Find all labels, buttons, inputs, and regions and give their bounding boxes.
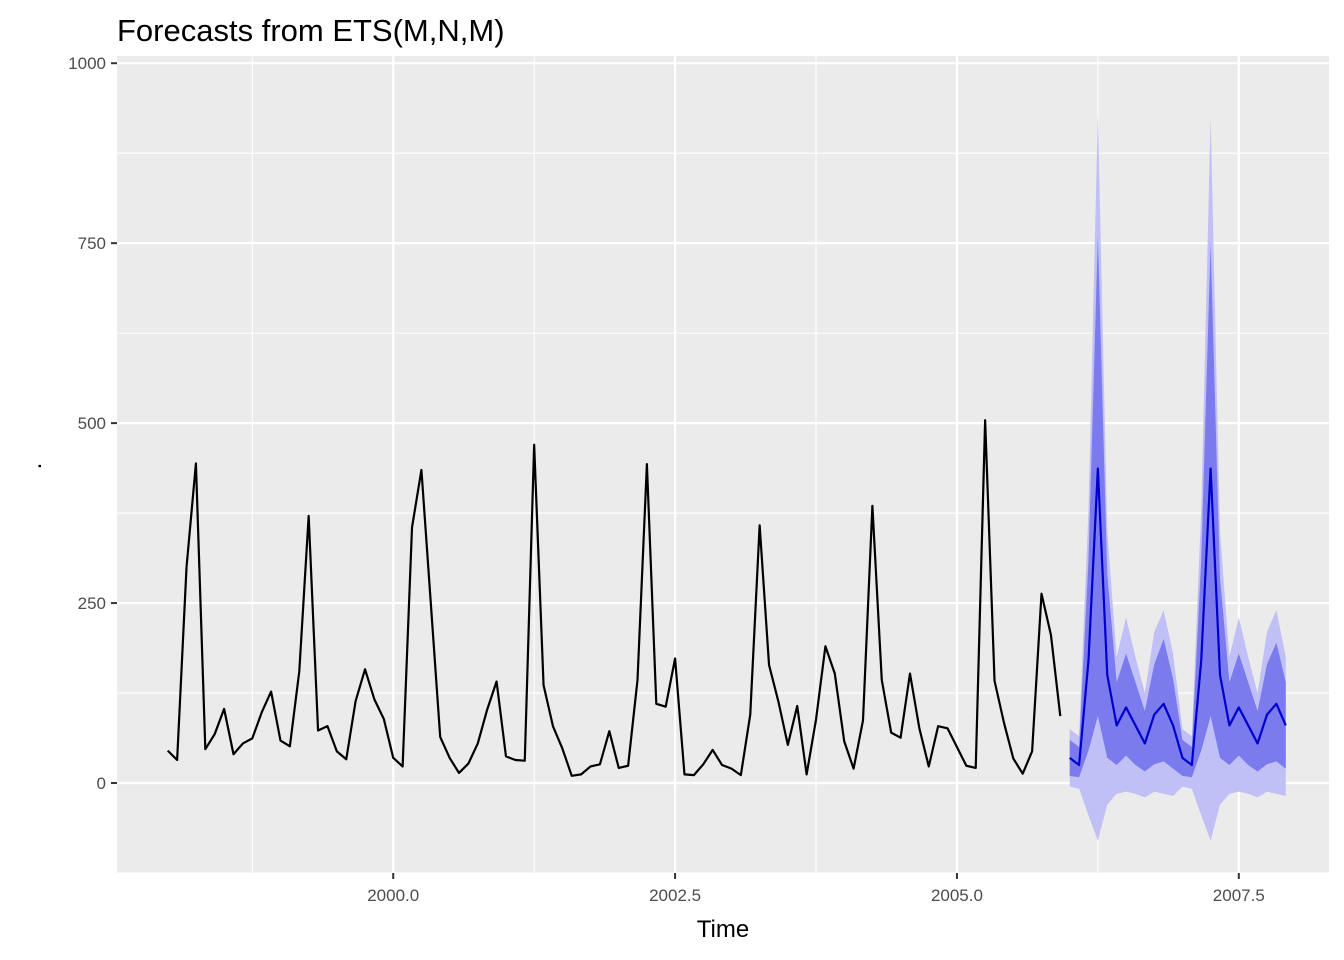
y-tick-label: 0 bbox=[97, 774, 106, 793]
x-axis: 2000.0 2002.5 2005.0 2007.5 bbox=[367, 873, 1265, 905]
series-lines bbox=[166, 419, 1287, 777]
x-tick-label: 2007.5 bbox=[1213, 886, 1265, 905]
y-axis-title: . bbox=[20, 463, 47, 470]
x-tick-label: 2002.5 bbox=[649, 886, 701, 905]
y-tick-label: 250 bbox=[78, 594, 106, 613]
x-tick-label: 2005.0 bbox=[931, 886, 983, 905]
y-tick-label: 500 bbox=[78, 414, 106, 433]
x-tick-label: 2000.0 bbox=[367, 886, 419, 905]
band-95 bbox=[1069, 113, 1286, 841]
x-axis-title: Time bbox=[697, 916, 749, 943]
chart-title: Forecasts from ETS(M,N,M) bbox=[117, 13, 505, 48]
y-axis: 0 250 500 750 1000 bbox=[68, 54, 117, 793]
y-tick-label: 750 bbox=[78, 234, 106, 253]
history-line bbox=[166, 419, 1062, 777]
grid-major bbox=[117, 56, 1329, 873]
forecast-mean-line bbox=[1069, 467, 1287, 767]
y-tick-label: 1000 bbox=[68, 54, 106, 73]
